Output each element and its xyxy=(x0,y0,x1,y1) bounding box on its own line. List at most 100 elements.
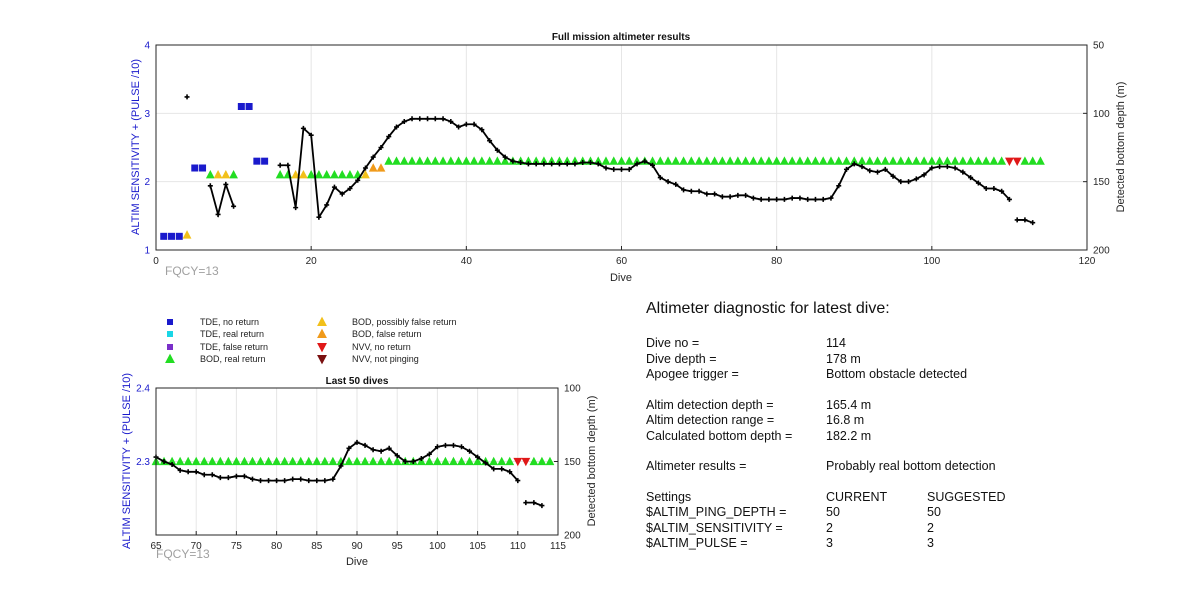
y-tick-label: 2.3 xyxy=(136,457,150,468)
diag-row-det-depth: Altim detection depth = 165.4 m xyxy=(646,398,890,414)
diag-value: 182.2 m xyxy=(826,429,871,443)
y-right-tick-label: 100 xyxy=(1093,109,1110,120)
diag-value: Bottom obstacle detected xyxy=(826,367,967,381)
diag-value: 114 xyxy=(826,336,846,350)
y-tick-label: 4 xyxy=(144,41,150,52)
x-tick-label: 90 xyxy=(351,541,363,552)
diag-label: Settings xyxy=(646,490,691,504)
top-y-right-label: Detected bottom depth (m) xyxy=(1115,82,1127,213)
legend-label: TDE, real return xyxy=(200,329,264,339)
diag-value: Probably real bottom detection xyxy=(826,459,996,473)
diag-label: Altim detection depth = xyxy=(646,398,774,412)
diag-value: 16.8 m xyxy=(826,413,864,427)
x-tick-label: 100 xyxy=(429,541,446,552)
marker-triangle-up xyxy=(317,329,327,338)
marker-square xyxy=(246,103,253,110)
diag-label: Dive no = xyxy=(646,336,699,350)
y-tick-label: 1 xyxy=(144,246,150,257)
diag-label: $ALTIM_PING_DEPTH = xyxy=(646,505,786,519)
marker-triangle-up xyxy=(165,354,175,363)
marker-square xyxy=(261,158,268,165)
y-right-tick-label: 150 xyxy=(1093,177,1110,188)
x-tick-label: 0 xyxy=(153,256,159,267)
diag-row-dive-depth: Dive depth = 178 m xyxy=(646,352,890,368)
marker-triangle-down xyxy=(317,343,327,352)
diag-row-ping-depth: $ALTIM_PING_DEPTH = 50 50 xyxy=(646,505,890,521)
bottom-x-axis-label: Dive xyxy=(346,556,368,568)
marker-square xyxy=(167,319,173,325)
y-tick-label: 2.4 xyxy=(136,384,150,395)
marker-square xyxy=(191,165,198,172)
marker-square xyxy=(238,103,245,110)
top-chart: 0 20 40 60 80 100 120123420015010050 Full miss… xyxy=(130,32,1127,284)
legend-label: BOD, real return xyxy=(200,354,266,364)
diag-row-pulse: $ALTIM_PULSE = 3 3 xyxy=(646,536,890,552)
diag-suggested: 50 xyxy=(927,505,941,519)
diag-row-det-range: Altim detection range = 16.8 m xyxy=(646,413,890,429)
diag-label: $ALTIM_PULSE = xyxy=(646,536,748,550)
diag-label: Dive depth = xyxy=(646,352,717,366)
diag-value: 2 xyxy=(826,521,833,535)
top-y-axis-label: ALTIM SENSITIVITY + (PULSE /10) xyxy=(130,59,142,235)
marker-square xyxy=(176,233,183,240)
x-tick-label: 85 xyxy=(311,541,323,552)
legend-label: BOD, possibly false return xyxy=(352,317,457,327)
y-right-tick-label: 50 xyxy=(1093,41,1105,52)
diag-suggested: 2 xyxy=(927,521,934,535)
x-tick-label: 80 xyxy=(771,256,783,267)
marker-square xyxy=(160,233,167,240)
diag-row-results: Altimeter results = Probably real bottom … xyxy=(646,459,890,475)
x-tick-label: 110 xyxy=(510,541,526,552)
diag-row-sensitivity: $ALTIM_SENSITIVITY = 2 2 xyxy=(646,521,890,537)
x-tick-label: 80 xyxy=(271,541,283,552)
y-right-tick-label: 100 xyxy=(564,384,581,395)
diag-value: 50 xyxy=(826,505,840,519)
x-tick-label: 60 xyxy=(616,256,628,267)
diag-suggested: 3 xyxy=(927,536,934,550)
bottom-chart: 65 70 75 80 85 90 95 100 105 110 1152.32.420015010… xyxy=(121,373,598,568)
diag-suggested-header: SUGGESTED xyxy=(927,490,1006,504)
y-right-tick-label: 200 xyxy=(564,531,581,542)
legend-label: TDE, false return xyxy=(200,342,268,352)
marker-square xyxy=(167,331,173,337)
top-chart-title: Full mission altimeter results xyxy=(552,32,691,43)
diag-label: Altimeter results = xyxy=(646,459,746,473)
y-right-tick-label: 150 xyxy=(564,457,581,468)
marker-triangle-up xyxy=(317,317,327,326)
x-tick-label: 20 xyxy=(306,256,318,267)
bottom-fqcy-annotation: FQCY=13 xyxy=(156,547,210,561)
marker-square xyxy=(168,233,175,240)
diag-value: 165.4 m xyxy=(826,398,871,412)
diag-value: 178 m xyxy=(826,352,861,366)
bottom-y-right-label: Detected bottom depth (m) xyxy=(586,396,598,527)
x-tick-label: 120 xyxy=(1079,256,1096,267)
marker-square xyxy=(199,165,206,172)
marker-square xyxy=(253,158,260,165)
x-tick-label: 115 xyxy=(550,541,566,552)
legend-label: NVV, no return xyxy=(352,342,411,352)
diag-row-apogee: Apogee trigger = Bottom obstacle detected xyxy=(646,367,890,383)
diag-row-dive-no: Dive no = 114 xyxy=(646,336,890,352)
diag-label: Altim detection range = xyxy=(646,413,774,427)
marker-triangle-down xyxy=(317,355,327,364)
diagnostic-heading: Altimeter diagnostic for latest dive: xyxy=(646,300,890,318)
diag-label: Calculated bottom depth = xyxy=(646,429,792,443)
diag-row-calc-depth: Calculated bottom depth = 182.2 m xyxy=(646,429,890,445)
bottom-y-axis-label: ALTIM SENSITIVITY + (PULSE /10) xyxy=(121,373,133,549)
bottom-chart-title: Last 50 dives xyxy=(326,376,389,387)
diag-label: Apogee trigger = xyxy=(646,367,739,381)
diag-value: 3 xyxy=(826,536,833,550)
legend-label: NVV, not pinging xyxy=(352,354,419,364)
diag-row-settings-header: Settings CURRENT SUGGESTED xyxy=(646,490,890,506)
x-tick-label: 105 xyxy=(469,541,486,552)
y-tick-label: 3 xyxy=(144,109,150,120)
x-tick-label: 95 xyxy=(392,541,404,552)
legend-label: TDE, no return xyxy=(200,317,259,327)
y-tick-label: 2 xyxy=(144,177,150,188)
top-x-axis-label: Dive xyxy=(610,272,632,284)
y-right-tick-label: 200 xyxy=(1093,246,1110,257)
legend: TDE, no return TDE, real return TDE, false… xyxy=(165,317,456,365)
marker-square xyxy=(167,344,173,350)
top-fqcy-annotation: FQCY=13 xyxy=(165,264,219,278)
legend-label: BOD, false return xyxy=(352,329,422,339)
